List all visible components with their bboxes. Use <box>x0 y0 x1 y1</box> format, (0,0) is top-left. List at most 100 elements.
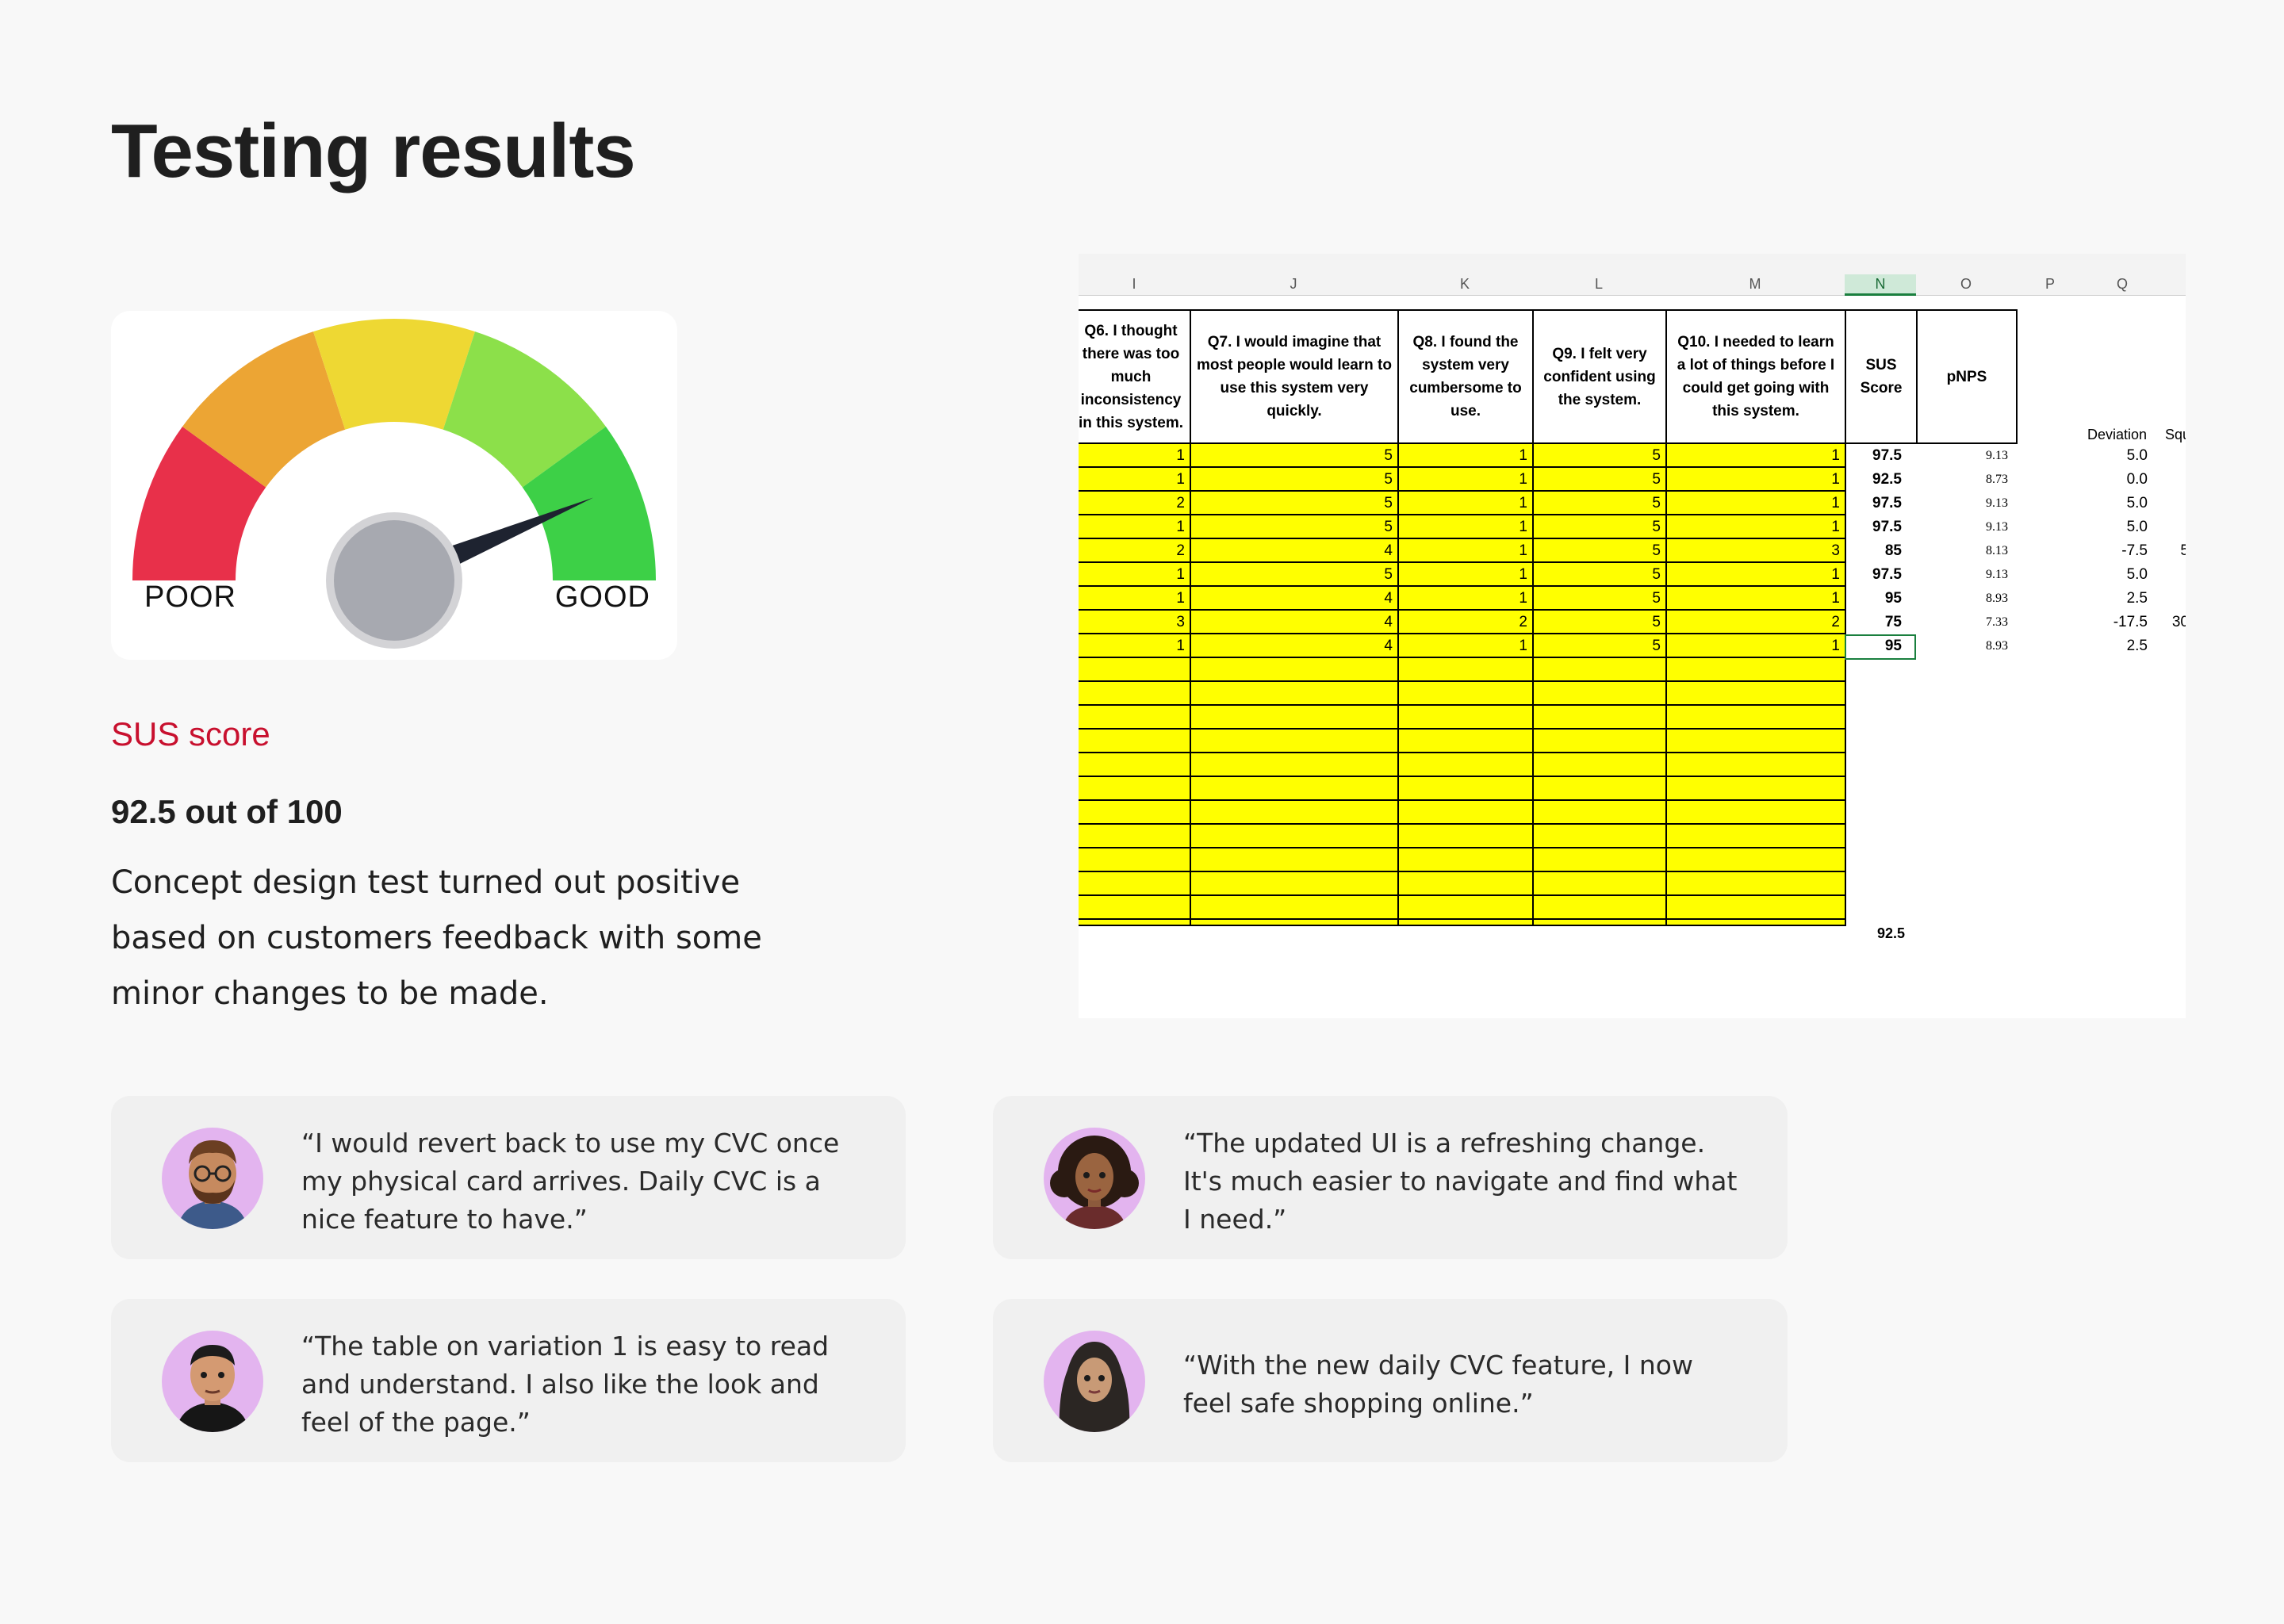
cell-dev[interactable]: 5.0 <box>2126 447 2148 464</box>
header-pnps: pNPS <box>1916 309 2018 444</box>
cell-extra[interactable]: 5 <box>2180 542 2186 559</box>
column-letter-n[interactable]: N <box>1845 274 1916 296</box>
sus-average-cell[interactable]: 92.5 <box>1876 925 1905 941</box>
cell-dev[interactable]: 5.0 <box>2126 566 2148 583</box>
avatar-woman-hijab-icon <box>1044 1331 1145 1432</box>
cell-q9[interactable]: 5 <box>1652 519 1661 535</box>
cell-q7[interactable]: 4 <box>1384 614 1393 630</box>
cell-q8[interactable]: 1 <box>1519 447 1527 464</box>
cell-sus[interactable]: 75 <box>1884 614 1902 630</box>
cell-q7[interactable]: 5 <box>1384 519 1393 535</box>
cell-extra[interactable] <box>2129 468 2186 492</box>
cell-q6[interactable]: 1 <box>1176 638 1185 654</box>
cell-q8[interactable]: 1 <box>1519 519 1527 535</box>
cell-q7[interactable]: 4 <box>1384 638 1393 654</box>
column-letter-k[interactable]: K <box>1459 276 1470 292</box>
cell-pnps[interactable]: 9.13 <box>1986 568 2008 581</box>
cell-extra[interactable] <box>2129 515 2186 539</box>
cell-q9[interactable]: 5 <box>1652 447 1661 464</box>
cell-q10[interactable]: 1 <box>1831 638 1840 654</box>
cell-q7[interactable]: 5 <box>1384 471 1393 488</box>
cell-sus[interactable]: 85 <box>1884 542 1902 559</box>
gauge-hub <box>334 520 454 641</box>
cell-q6[interactable]: 3 <box>1176 614 1185 630</box>
cell-pnps[interactable]: 8.93 <box>1986 592 2008 605</box>
cell-q6[interactable]: 2 <box>1176 495 1185 511</box>
cell-dev[interactable]: 5.0 <box>2126 519 2148 535</box>
cell-q6[interactable]: 1 <box>1176 590 1185 607</box>
cell-pnps[interactable]: 8.93 <box>1986 639 2008 653</box>
cell-pnps[interactable]: 9.13 <box>1986 520 2008 534</box>
cell-q10[interactable]: 2 <box>1831 614 1840 630</box>
cell-sus[interactable]: 97.5 <box>1872 519 1902 535</box>
avatar-woman-curly-hair-icon <box>1044 1128 1145 1229</box>
selected-cell[interactable] <box>1845 634 1916 660</box>
cell-q10[interactable]: 1 <box>1831 519 1840 535</box>
cell-extra[interactable] <box>2129 587 2186 611</box>
cell-extra[interactable] <box>2129 563 2186 587</box>
cell-q8[interactable]: 1 <box>1519 638 1527 654</box>
cell-q6[interactable]: 1 <box>1176 447 1185 464</box>
cell-pnps[interactable]: 8.73 <box>1986 473 2008 486</box>
cell-pnps[interactable]: 7.33 <box>1986 615 2008 629</box>
cell-q8[interactable]: 1 <box>1519 495 1527 511</box>
cell-q8[interactable]: 1 <box>1519 471 1527 488</box>
cell-q9[interactable]: 5 <box>1652 590 1661 607</box>
column-letter-o[interactable]: O <box>1960 276 1972 292</box>
cell-q10[interactable]: 1 <box>1831 590 1840 607</box>
cell-q8[interactable]: 1 <box>1519 542 1527 559</box>
cell-q10[interactable]: 3 <box>1831 542 1840 559</box>
cell-q9[interactable]: 5 <box>1652 566 1661 583</box>
cell-q10[interactable]: 1 <box>1831 447 1840 464</box>
cell-dev[interactable]: -7.5 <box>2121 542 2148 559</box>
cell-q8[interactable]: 1 <box>1519 566 1527 583</box>
cell-extra[interactable]: 30 <box>2171 614 2186 630</box>
cell-sus[interactable]: 95 <box>1884 638 1902 654</box>
cell-q10[interactable]: 1 <box>1831 495 1840 511</box>
sus-score-label: SUS score <box>111 715 270 753</box>
cell-q9[interactable]: 5 <box>1652 638 1661 654</box>
cell-dev[interactable]: -17.5 <box>2113 614 2148 630</box>
column-letter-m[interactable]: M <box>1749 276 1761 292</box>
cell-q9[interactable]: 5 <box>1652 471 1661 488</box>
cell-sus[interactable]: 97.5 <box>1872 566 1902 583</box>
column-letter-j[interactable]: J <box>1290 276 1297 292</box>
cell-sus[interactable]: 97.5 <box>1872 447 1902 464</box>
cell-q6[interactable]: 2 <box>1176 542 1185 559</box>
cell-pnps[interactable]: 8.13 <box>1986 544 2008 557</box>
cell-q8[interactable]: 1 <box>1519 590 1527 607</box>
cell-q9[interactable]: 5 <box>1652 542 1661 559</box>
column-letter-i[interactable]: I <box>1132 276 1136 292</box>
cell-q6[interactable]: 1 <box>1176 519 1185 535</box>
cell-sus[interactable]: 97.5 <box>1872 495 1902 511</box>
cell-extra[interactable] <box>2129 444 2186 468</box>
column-letter-q[interactable]: Q <box>2116 276 2128 292</box>
cell-q6[interactable]: 1 <box>1176 566 1185 583</box>
cell-pnps[interactable]: 9.13 <box>1986 496 2008 510</box>
grid-line <box>1665 444 1667 925</box>
cell-q9[interactable]: 5 <box>1652 495 1661 511</box>
cell-dev[interactable]: 0.0 <box>2126 471 2148 488</box>
cell-q10[interactable]: 1 <box>1831 566 1840 583</box>
cell-q7[interactable]: 5 <box>1384 495 1393 511</box>
cell-extra[interactable] <box>2129 634 2186 658</box>
cell-q6[interactable]: 1 <box>1176 471 1185 488</box>
cell-q7[interactable]: 5 <box>1384 566 1393 583</box>
cell-dev[interactable]: 2.5 <box>2126 590 2148 607</box>
testimonial-quote: “With the new daily CVC feature, I now f… <box>1183 1350 1693 1419</box>
cell-extra[interactable] <box>2129 492 2186 515</box>
cell-q7[interactable]: 4 <box>1384 590 1393 607</box>
cell-q7[interactable]: 5 <box>1384 447 1393 464</box>
cell-sus[interactable]: 95 <box>1884 590 1902 607</box>
cell-dev[interactable]: 5.0 <box>2126 495 2148 511</box>
cell-q9[interactable]: 5 <box>1652 614 1661 630</box>
header-deviation: Deviation <box>2087 427 2148 442</box>
cell-dev[interactable]: 2.5 <box>2126 638 2148 654</box>
cell-sus[interactable]: 92.5 <box>1872 471 1902 488</box>
cell-q10[interactable]: 1 <box>1831 471 1840 488</box>
cell-q7[interactable]: 4 <box>1384 542 1393 559</box>
column-letter-p[interactable]: P <box>2044 276 2055 292</box>
column-letter-l[interactable]: L <box>1594 276 1603 292</box>
cell-pnps[interactable]: 9.13 <box>1986 449 2008 462</box>
cell-q8[interactable]: 2 <box>1519 614 1527 630</box>
